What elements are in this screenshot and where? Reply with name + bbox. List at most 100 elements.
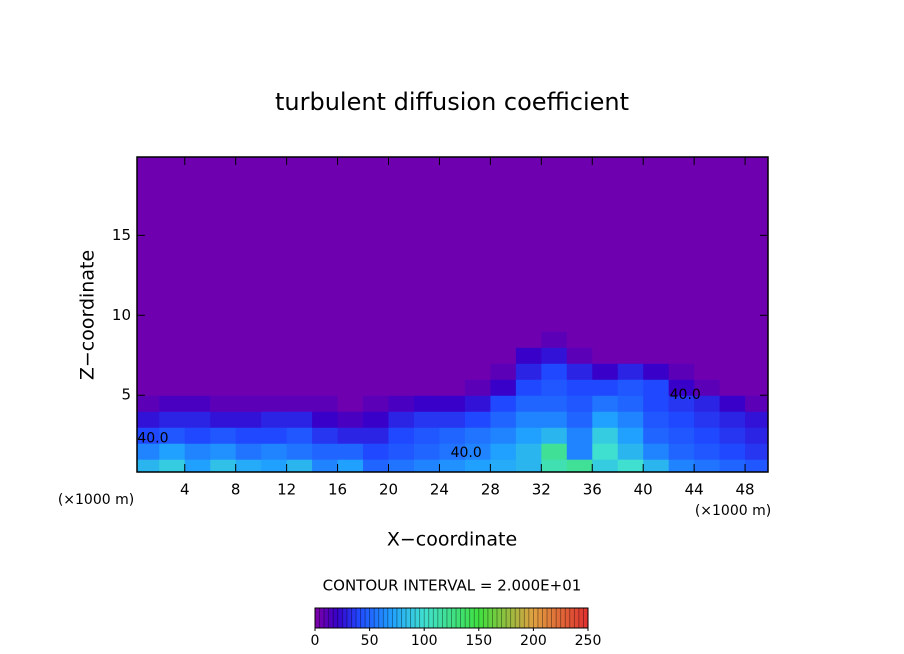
cell	[668, 459, 695, 472]
cell	[745, 315, 768, 332]
cell	[363, 379, 390, 396]
cell	[745, 443, 768, 460]
cell	[541, 427, 568, 444]
cell	[312, 379, 339, 396]
cell	[413, 157, 440, 316]
cell	[464, 379, 491, 396]
cell	[388, 411, 415, 428]
cell	[388, 363, 415, 380]
cell	[184, 347, 211, 364]
cell	[719, 363, 746, 380]
cell	[617, 315, 644, 332]
field	[137, 157, 768, 472]
cell	[490, 157, 517, 316]
cell	[439, 315, 466, 332]
x-tick-label: 48	[736, 481, 755, 499]
cell	[159, 157, 186, 316]
cell	[541, 363, 568, 380]
cell	[592, 331, 619, 348]
cell	[745, 347, 768, 364]
cell	[210, 347, 237, 364]
cell	[137, 443, 160, 460]
cell	[541, 157, 568, 316]
cell	[515, 347, 542, 364]
x-axis-label: X−coordinate	[387, 529, 517, 551]
cell	[643, 315, 670, 332]
cell	[515, 443, 542, 460]
cell	[337, 443, 364, 460]
cell	[745, 157, 768, 316]
cell	[159, 411, 186, 428]
cell	[617, 331, 644, 348]
cell	[515, 363, 542, 380]
cell	[137, 459, 160, 472]
cell	[312, 411, 339, 428]
cell	[235, 411, 262, 428]
x-tick-label: 20	[379, 481, 398, 499]
cell	[413, 315, 440, 332]
cell	[210, 157, 237, 316]
cell	[312, 363, 339, 380]
cell	[337, 395, 364, 412]
cell	[413, 347, 440, 364]
cell	[159, 395, 186, 412]
cell	[337, 363, 364, 380]
colorbar-tick-label: 50	[361, 633, 379, 649]
cell	[137, 427, 160, 444]
cell	[566, 331, 593, 348]
cell	[719, 459, 746, 472]
y-axis-label: Z−coordinate	[77, 250, 99, 380]
cell	[439, 363, 466, 380]
cell	[617, 395, 644, 412]
cell	[388, 459, 415, 472]
cell	[137, 363, 160, 380]
cell	[515, 379, 542, 396]
cell	[312, 459, 339, 472]
cell	[643, 459, 670, 472]
y-tick-label: 10	[112, 306, 131, 324]
cell	[592, 427, 619, 444]
cell	[439, 379, 466, 396]
cell	[490, 411, 517, 428]
cell	[617, 459, 644, 472]
plot-frame	[136, 156, 769, 473]
cell	[541, 379, 568, 396]
cell	[261, 331, 288, 348]
cell	[388, 379, 415, 396]
cell	[159, 443, 186, 460]
colorbar-tick-label: 250	[575, 633, 602, 649]
cell	[566, 411, 593, 428]
cell	[439, 411, 466, 428]
x-tick-label: 24	[430, 481, 449, 499]
cell	[286, 363, 313, 380]
cell	[388, 427, 415, 444]
cell	[592, 379, 619, 396]
cell	[464, 459, 491, 472]
cell	[617, 363, 644, 380]
contour-label: 40.0	[670, 387, 701, 403]
cell	[541, 443, 568, 460]
cell	[413, 379, 440, 396]
cell	[286, 347, 313, 364]
cell	[490, 379, 517, 396]
cell	[566, 443, 593, 460]
cell	[719, 331, 746, 348]
cell	[464, 157, 491, 316]
cell	[668, 363, 695, 380]
cell	[363, 395, 390, 412]
cell	[235, 395, 262, 412]
x-tick-label: 4	[180, 481, 190, 499]
cell	[668, 315, 695, 332]
cell	[413, 427, 440, 444]
x-tick-label: 44	[685, 481, 704, 499]
cell	[137, 395, 160, 412]
colorbar-tick-label: 200	[520, 633, 547, 649]
cell	[515, 331, 542, 348]
cell	[210, 331, 237, 348]
cell	[261, 395, 288, 412]
cell	[719, 427, 746, 444]
cell	[541, 411, 568, 428]
y-tick-label: 15	[112, 226, 131, 244]
cell	[745, 363, 768, 380]
